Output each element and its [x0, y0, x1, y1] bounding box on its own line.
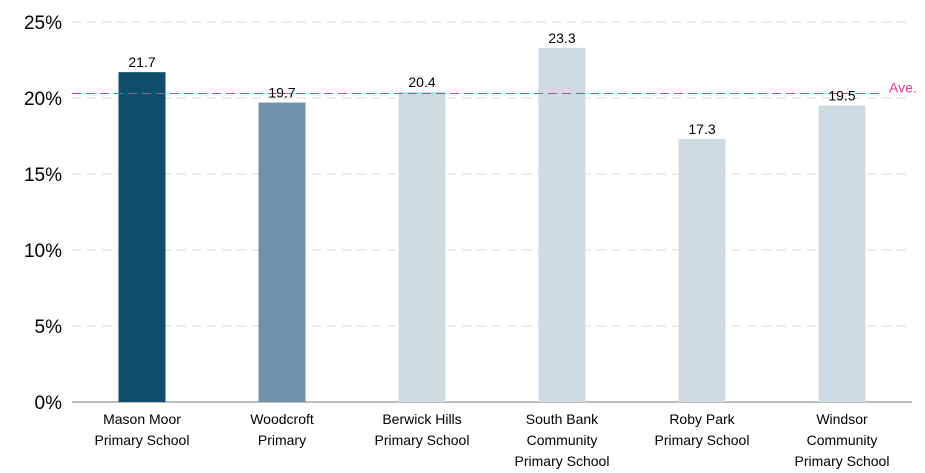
data-labels: 21.7 19.7 20.4 23.3 17.3 19.5: [128, 30, 855, 137]
average-reference: Ave.: [72, 79, 917, 95]
average-label: Ave.: [889, 79, 917, 95]
bar: [258, 102, 306, 402]
data-label: 23.3: [548, 30, 575, 46]
y-tick-label: 0%: [35, 393, 63, 414]
category-label: Primary School: [515, 453, 610, 469]
category-label: Community: [807, 432, 878, 448]
category-label: Primary School: [655, 432, 750, 448]
y-tick-label: 25%: [24, 13, 62, 34]
data-label: 17.3: [688, 121, 715, 137]
bar: [538, 47, 586, 403]
category-label: Primary: [258, 432, 306, 448]
y-tick-label: 20%: [24, 89, 62, 110]
data-label: 19.5: [828, 88, 855, 104]
category-label: Primary School: [375, 432, 470, 448]
category-label: South Bank: [526, 411, 599, 427]
y-tick-label: 10%: [24, 241, 62, 262]
data-label: 20.4: [408, 74, 435, 90]
x-axis-category-labels: Mason Moor Primary School Woodcroft Primary…: [95, 411, 890, 469]
y-tick-label: 15%: [24, 165, 62, 186]
category-label: Community: [527, 432, 598, 448]
bar: [678, 139, 726, 403]
y-axis-tick-labels: 0% 5% 10% 15% 20% 25%: [24, 13, 62, 414]
bars: [118, 47, 866, 403]
data-label: 19.7: [268, 85, 295, 101]
data-label: 21.7: [128, 54, 155, 70]
bar: [118, 72, 166, 402]
category-label: Primary School: [95, 432, 190, 448]
category-label: Berwick Hills: [382, 411, 461, 427]
bar: [818, 105, 866, 402]
category-label: Roby Park: [669, 411, 735, 427]
category-label: Woodcroft: [250, 411, 314, 427]
bar: [398, 91, 446, 403]
category-label: Primary School: [795, 453, 890, 469]
category-label: Mason Moor: [103, 411, 181, 427]
gridlines: [72, 21, 912, 403]
y-tick-label: 5%: [35, 317, 63, 338]
category-label: Windsor: [816, 411, 868, 427]
